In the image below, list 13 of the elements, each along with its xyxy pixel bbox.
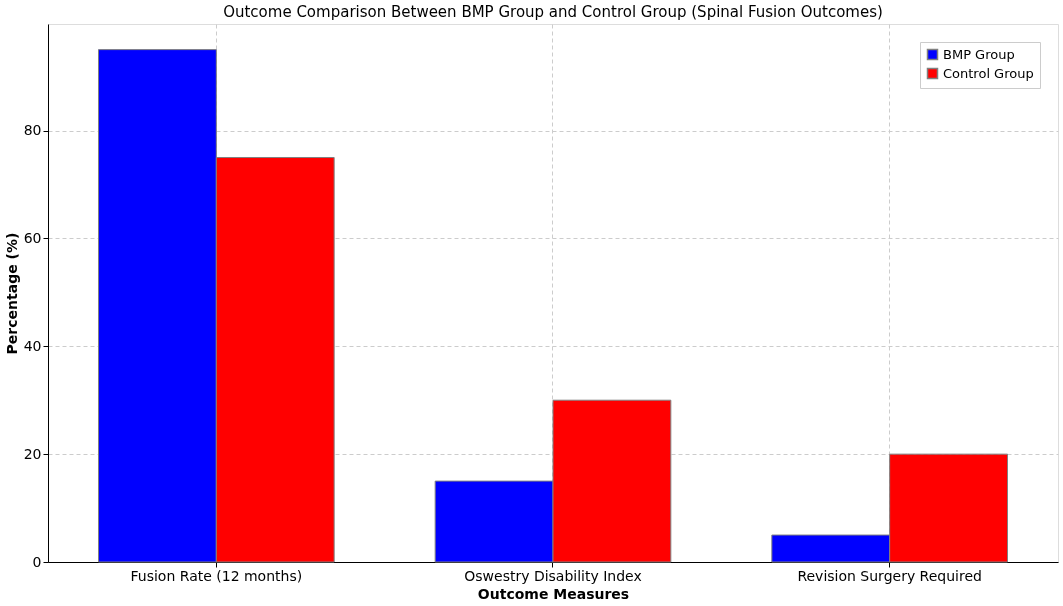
x-tick-label: Oswestry Disability Index bbox=[464, 567, 642, 584]
y-tick-label: 40 bbox=[23, 337, 42, 354]
y-axis-title: Percentage (%) bbox=[3, 232, 20, 355]
chart-title: Outcome Comparison Between BMP Group and Control Group (Spinal Fusion Outcomes) bbox=[223, 3, 883, 21]
y-tick-label: 80 bbox=[23, 122, 42, 139]
x-tick-label: Revision Surgery Required bbox=[797, 567, 982, 584]
y-tick-label: 0 bbox=[32, 553, 42, 570]
x-tick-label: Fusion Rate (12 months) bbox=[130, 567, 303, 584]
x-axis-title: Outcome Measures bbox=[477, 585, 630, 602]
y-tick-label: 60 bbox=[23, 229, 42, 246]
legend-label: BMP Group bbox=[943, 46, 1015, 62]
legend-label: Control Group bbox=[943, 65, 1034, 81]
y-tick-label: 20 bbox=[23, 445, 42, 462]
